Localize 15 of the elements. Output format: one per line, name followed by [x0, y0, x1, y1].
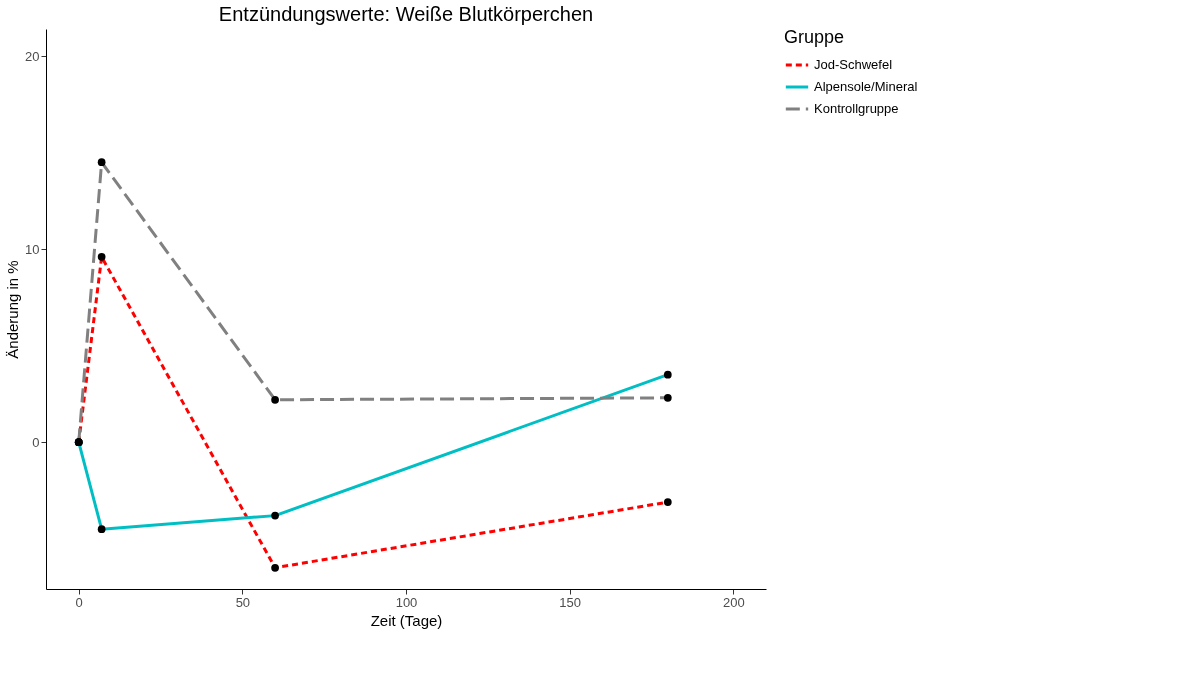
- legend-label: Alpensole/Mineral: [814, 79, 918, 94]
- y-axis-title: Änderung in %: [4, 260, 22, 359]
- legend-label: Kontrollgruppe: [814, 101, 899, 116]
- x-tick-label: 150: [559, 594, 581, 610]
- legend-title: Gruppe: [784, 27, 845, 47]
- x-tick-label: 200: [722, 594, 745, 610]
- y-tick-label: 0: [32, 434, 40, 450]
- x-tick-label: 50: [235, 594, 251, 610]
- x-tick-label: 100: [395, 594, 418, 610]
- y-tick-label: 20: [25, 48, 40, 64]
- y-tick-label: 10: [25, 241, 40, 257]
- x-axis-title: Zeit (Tage): [370, 611, 443, 629]
- x-tick-label: 0: [75, 594, 83, 610]
- legend-label: Jod-Schwefel: [814, 57, 893, 72]
- chart-title: Entzündungswerte: Weiße Blutkörperchen: [218, 3, 594, 25]
